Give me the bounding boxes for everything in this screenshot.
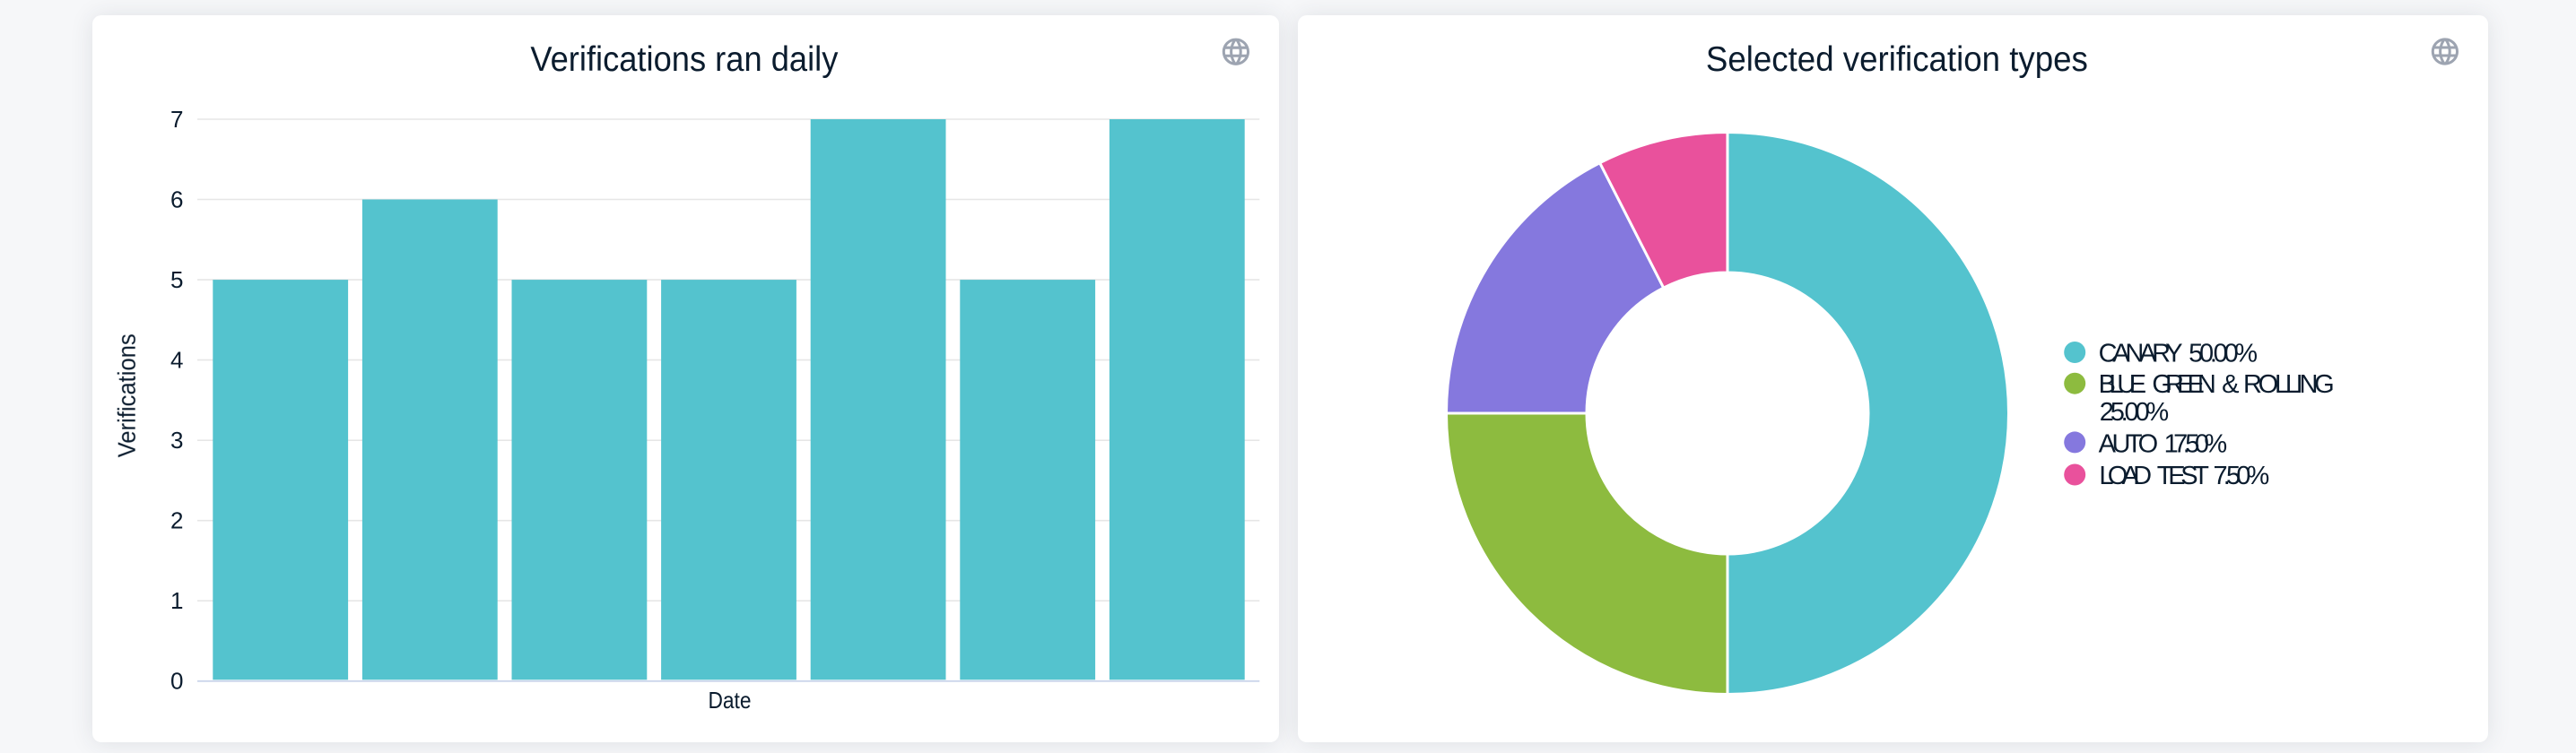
svg-text:GREEN: GREEN — [2152, 370, 2215, 399]
svg-text:CANARY: CANARY — [2099, 340, 2183, 368]
svg-text:7.50%: 7.50% — [2214, 462, 2270, 490]
svg-text:0: 0 — [170, 668, 183, 695]
svg-text:6: 6 — [170, 186, 183, 213]
svg-text:BLUE: BLUE — [2099, 370, 2147, 399]
svg-text:5: 5 — [170, 266, 183, 293]
svg-text:17.50%: 17.50% — [2164, 430, 2228, 459]
svg-text:ROLLING: ROLLING — [2243, 370, 2335, 399]
svg-text:3: 3 — [170, 427, 183, 454]
svg-text:LOAD: LOAD — [2099, 462, 2152, 490]
svg-text:4: 4 — [170, 347, 183, 374]
svg-text:1: 1 — [170, 587, 183, 614]
svg-text:7: 7 — [170, 106, 183, 133]
svg-text:Verifications: Verifications — [113, 333, 141, 457]
svg-text:TEST: TEST — [2157, 462, 2209, 490]
svg-text:Selected verification types: Selected verification types — [1706, 40, 2088, 79]
svg-text:25.00%: 25.00% — [2100, 398, 2169, 427]
svg-text:Verifications ran daily: Verifications ran daily — [530, 40, 838, 79]
svg-text:50.00%: 50.00% — [2189, 340, 2258, 368]
svg-text:AUTO: AUTO — [2099, 430, 2159, 459]
svg-text:Date: Date — [709, 687, 752, 714]
svg-text:&: & — [2222, 370, 2239, 399]
svg-text:2: 2 — [170, 507, 183, 534]
